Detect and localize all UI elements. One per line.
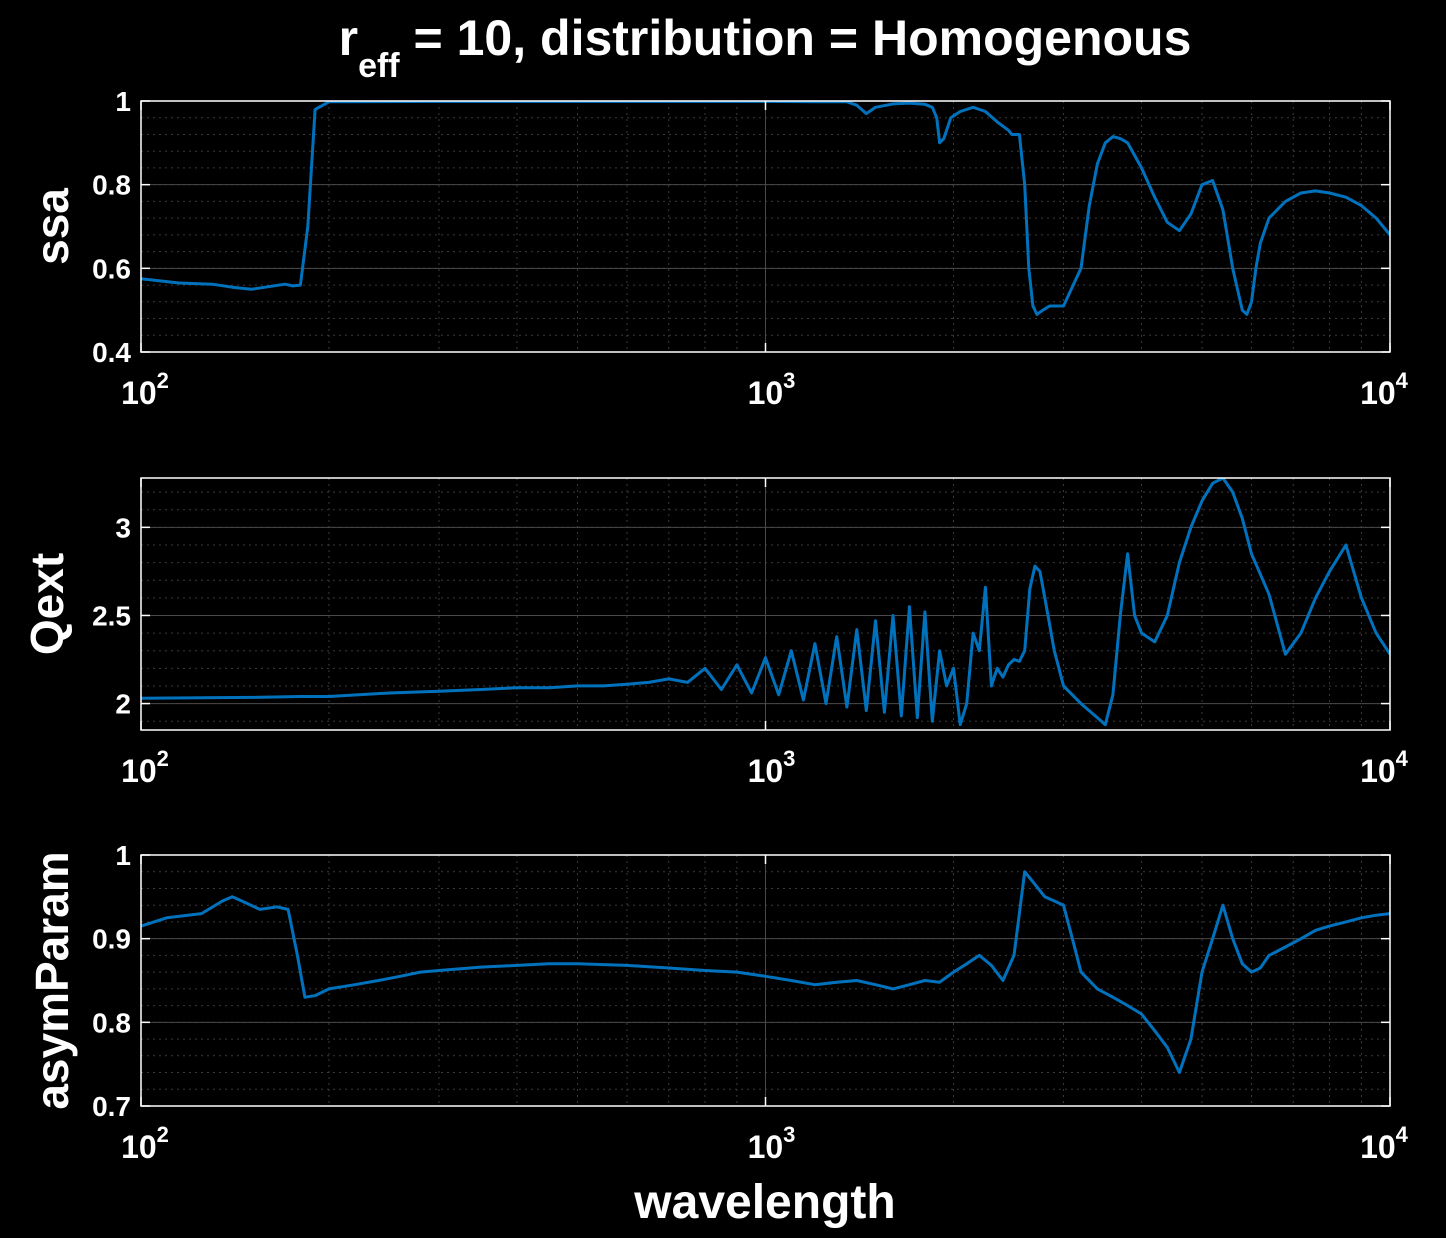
subplot-asymParam: 0.7 0.8 0.9 1 102 103 104 asymParam — [26, 840, 1409, 1165]
y-tick-label: 0.4 — [92, 337, 131, 368]
grid-lines — [140, 478, 1391, 730]
title-rest: = 10, distribution = Homogenous — [400, 10, 1192, 66]
y-axis-label: ssa — [26, 188, 78, 265]
y-tick-label: 0.8 — [92, 170, 131, 201]
x-tick-label: 104 — [1360, 1122, 1409, 1165]
x-tick-label: 103 — [748, 1122, 796, 1165]
title-subscript: eff — [358, 47, 400, 85]
figure-title: reff = 10, distribution = Homogenous — [339, 10, 1192, 85]
x-tick-label: 103 — [748, 746, 796, 789]
y-axis-label: asymParam — [26, 851, 78, 1109]
x-axis-label: wavelength — [633, 1176, 895, 1229]
series-line-Qext — [141, 478, 1390, 727]
subplot-ssa: 0.4 0.6 0.8 1 102 103 104 ssa — [26, 86, 1409, 411]
y-tick-label: 0.6 — [92, 253, 131, 284]
title-main: r — [339, 10, 358, 66]
x-tick-label: 104 — [1360, 368, 1409, 411]
x-tick-label: 104 — [1360, 746, 1409, 789]
y-axis-label: Qext — [21, 553, 73, 655]
subplots: 0.4 0.6 0.8 1 102 103 104 ssa 2 2.5 3 102 103 104 Qext… — [21, 86, 1409, 1165]
y-tick-label: 1 — [115, 86, 131, 117]
subplot-Qext: 2 2.5 3 102 103 104 Qext — [21, 477, 1409, 789]
x-tick-label: 103 — [748, 368, 796, 411]
x-tick-label: 102 — [121, 1122, 169, 1165]
y-tick-label: 3 — [115, 512, 131, 543]
y-tick-label: 2 — [115, 689, 131, 720]
x-tick-label: 102 — [121, 368, 169, 411]
y-tick-label: 1 — [115, 840, 131, 871]
y-tick-label: 0.8 — [92, 1007, 131, 1038]
y-tick-label: 2.5 — [92, 600, 131, 631]
y-tick-label: 0.7 — [92, 1091, 131, 1122]
series-line-asymParam — [141, 870, 1390, 1074]
y-tick-label: 0.9 — [92, 924, 131, 955]
x-tick-label: 102 — [121, 746, 169, 789]
